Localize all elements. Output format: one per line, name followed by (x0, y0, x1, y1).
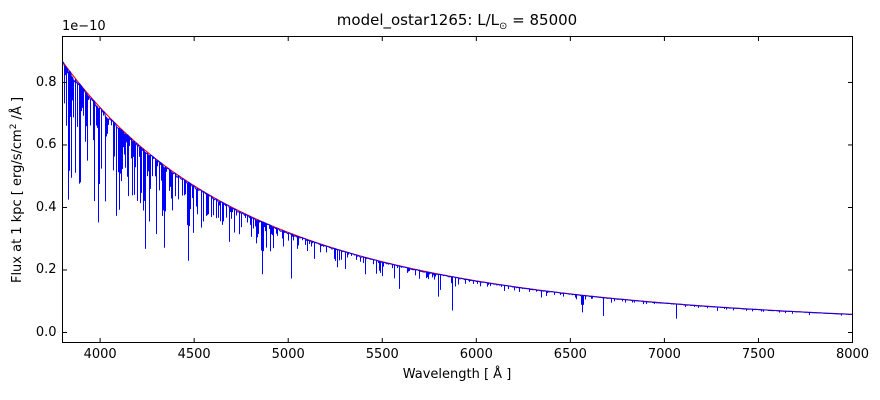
continuum-line (62, 61, 853, 315)
y-axis-label-exponent: 2 (8, 123, 19, 130)
x-tick-label: 7000 (647, 347, 681, 362)
y-tick-label: 0.4 (35, 199, 57, 215)
y-tick-label: 0.8 (35, 74, 57, 90)
y-axis-label: Flux at 1 kpc [ erg/s/cm2 /Å ] (9, 97, 25, 283)
sun-symbol: ⊙ (498, 21, 508, 32)
x-tick-label: 6500 (553, 347, 587, 362)
x-tick-label: 5500 (365, 347, 399, 362)
axes-frame (62, 36, 853, 343)
plot-title: model_ostar1265: L/L⊙ = 85000 (337, 11, 577, 32)
x-tick-label: 6000 (459, 347, 493, 362)
x-tick-label: 7500 (741, 347, 775, 362)
x-axis-label: Wavelength [ Å ] (402, 367, 512, 382)
y-axis-label-text: Flux at 1 kpc [ erg/s/cm (10, 129, 26, 284)
title-text: model_ostar1265: L/L (336, 11, 499, 29)
title-value: = 85000 (507, 11, 578, 29)
y-axis-label-unit: /Å ] (10, 96, 26, 124)
y-tick-label: 0.2 (35, 262, 57, 278)
axis-ticks (62, 36, 853, 343)
y-tick-label: 0.6 (35, 137, 57, 153)
x-tick-label: 8000 (835, 347, 870, 362)
spectrum-line (62, 61, 853, 319)
x-tick-label: 4500 (177, 347, 211, 362)
y-axis-offset-label: 1e−10 (62, 19, 106, 34)
x-tick-label: 5000 (271, 347, 305, 362)
y-tick-label: 0.0 (35, 324, 57, 340)
x-tick-label: 4000 (83, 347, 117, 362)
